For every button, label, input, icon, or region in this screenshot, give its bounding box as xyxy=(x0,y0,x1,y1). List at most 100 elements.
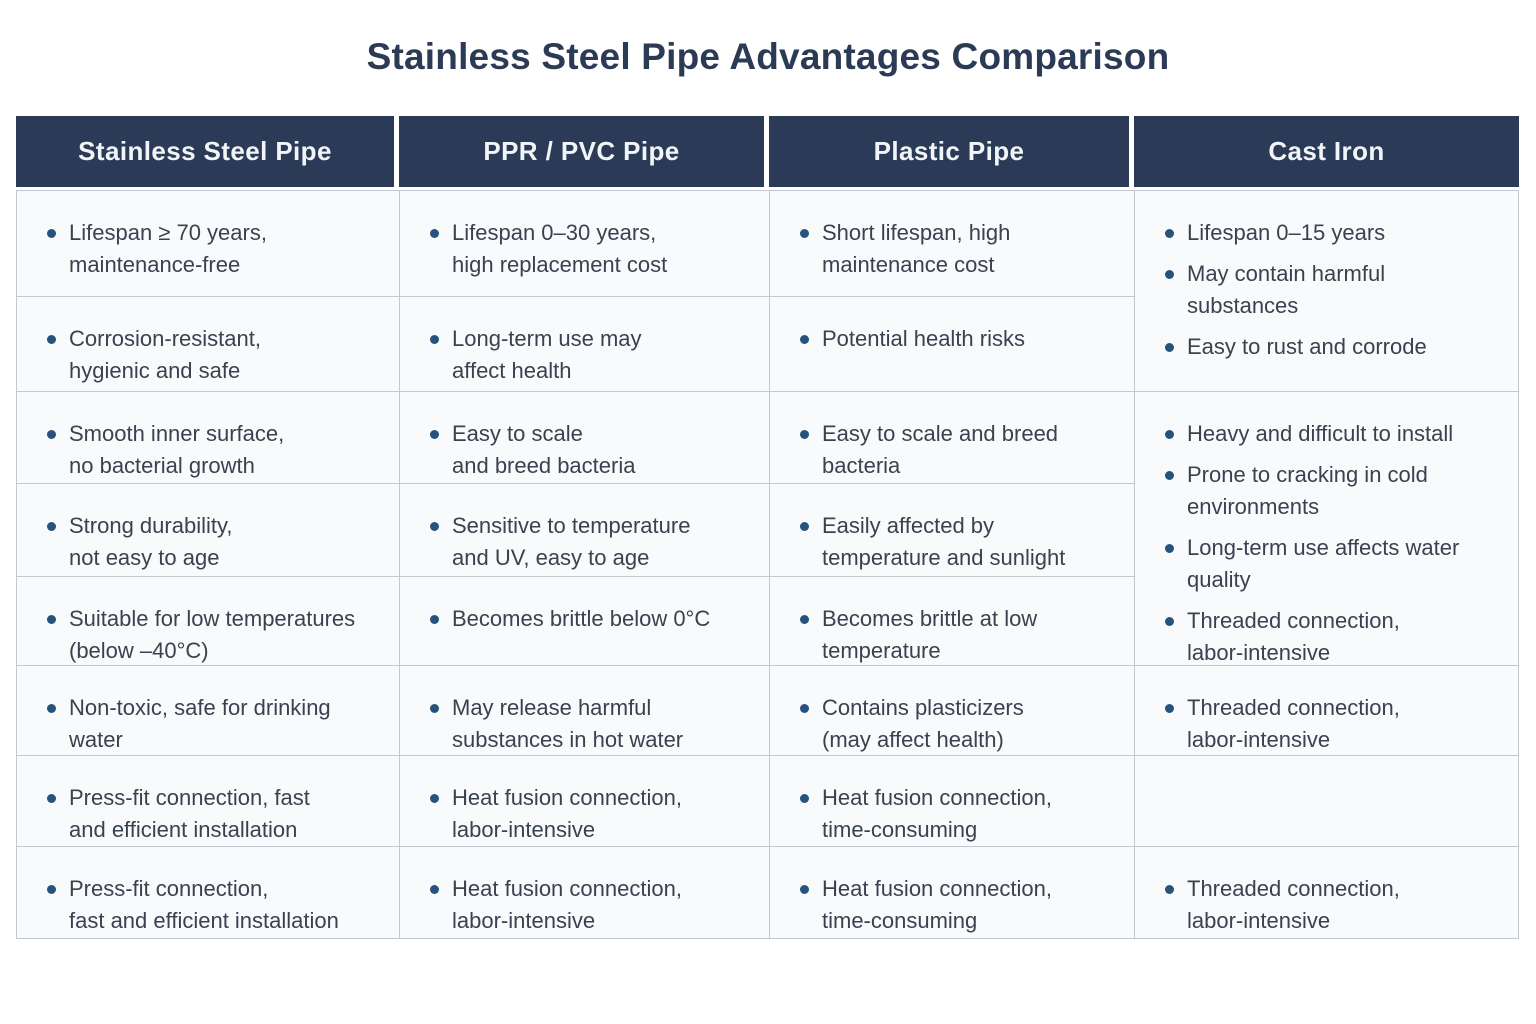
cell-ppr-row8: Heat fusion connection, labor-intensive xyxy=(399,846,769,939)
bullet-item: Press-fit connection, fast and efficient… xyxy=(47,782,391,846)
cell-ppr-row7: Heat fusion connection, labor-intensive xyxy=(399,755,769,846)
bullet-icon xyxy=(430,615,439,624)
bullet-item: Suitable for low temperatures (below –40… xyxy=(47,603,391,667)
bullet-item: Easy to rust and corrode xyxy=(1165,331,1510,363)
bullet-icon xyxy=(430,794,439,803)
bullet-icon xyxy=(47,335,56,344)
bullet-icon xyxy=(800,430,809,439)
cell-text: Prone to cracking in cold environments xyxy=(1187,462,1428,519)
cell-stainless-row6: Non-toxic, safe for drinking water xyxy=(16,665,399,755)
cell-text: Threaded connection, labor-intensive xyxy=(1187,608,1400,665)
cell-text: Threaded connection, labor-intensive xyxy=(1187,695,1400,752)
bullet-icon xyxy=(800,885,809,894)
bullet-icon xyxy=(47,430,56,439)
bullet-icon xyxy=(800,615,809,624)
bullet-item: Heat fusion connection, time-consuming xyxy=(800,782,1126,846)
cell-plastic-row6: Contains plasticizers (may affect health… xyxy=(769,665,1134,755)
bullet-icon xyxy=(1165,229,1174,238)
cell-text: Non-toxic, safe for drinking water xyxy=(69,695,331,752)
cell-text: Heat fusion connection, time-consuming xyxy=(822,785,1052,842)
bullet-icon xyxy=(47,229,56,238)
cell-text: Press-fit connection, fast and efficient… xyxy=(69,876,339,933)
cell-text: Long-term use affects water quality xyxy=(1187,535,1460,592)
column-header-cast-iron: Cast Iron xyxy=(1134,116,1519,187)
cell-plastic-row8: Heat fusion connection, time-consuming xyxy=(769,846,1134,939)
bullet-item: Short lifespan, high maintenance cost xyxy=(800,217,1126,281)
comparison-table: Stainless Steel Pipe PPR / PVC Pipe Plas… xyxy=(16,116,1519,939)
cell-stainless-row5: Suitable for low temperatures (below –40… xyxy=(16,576,399,665)
bullet-item: May contain harmful substances xyxy=(1165,258,1510,322)
cell-castiron-lifespan-group: Lifespan 0–15 years May contain harmful … xyxy=(1134,190,1519,391)
cell-text: Press-fit connection, fast and efficient… xyxy=(69,785,310,842)
bullet-icon xyxy=(430,430,439,439)
bullet-item: Becomes brittle at low temperature xyxy=(800,603,1126,667)
column-header-plastic-pipe: Plastic Pipe xyxy=(769,116,1129,187)
bullet-item: Threaded connection, labor-intensive xyxy=(1165,873,1510,937)
bullet-item: Lifespan ≥ 70 years, maintenance-free xyxy=(47,217,391,281)
cell-text: Lifespan 0–15 years xyxy=(1187,220,1386,245)
bullet-icon xyxy=(430,885,439,894)
cell-castiron-install-group: Heavy and difficult to install Prone to … xyxy=(1134,391,1519,665)
bullet-item: Heat fusion connection, labor-intensive xyxy=(430,782,761,846)
cell-text: Sensitive to temperature and UV, easy to… xyxy=(452,513,691,570)
cell-stainless-row7: Press-fit connection, fast and efficient… xyxy=(16,755,399,846)
page-title: Stainless Steel Pipe Advantages Comparis… xyxy=(366,36,1170,77)
bullet-icon xyxy=(800,794,809,803)
bullet-icon xyxy=(1165,270,1174,279)
bullet-item: Lifespan 0–30 years, high replacement co… xyxy=(430,217,761,281)
bullet-item: Long-term use may affect health xyxy=(430,323,761,387)
bullet-item: Potential health risks xyxy=(800,323,1126,355)
cell-text: Becomes brittle at low temperature xyxy=(822,606,1038,663)
cell-ppr-row1: Lifespan 0–30 years, high replacement co… xyxy=(399,190,769,296)
cell-text: Heavy and difficult to install xyxy=(1187,421,1454,446)
bullet-icon xyxy=(1165,430,1174,439)
cell-stainless-row1: Lifespan ≥ 70 years, maintenance-free xyxy=(16,190,399,296)
bullet-icon xyxy=(1165,544,1174,553)
cell-stainless-row4: Strong durability, not easy to age xyxy=(16,483,399,576)
bullet-icon xyxy=(430,522,439,531)
cell-plastic-row1: Short lifespan, high maintenance cost xyxy=(769,190,1134,296)
cell-ppr-row4: Sensitive to temperature and UV, easy to… xyxy=(399,483,769,576)
cell-stainless-row2: Corrosion-resistant, hygienic and safe xyxy=(16,296,399,391)
cell-text: Corrosion-resistant, hygienic and safe xyxy=(69,326,261,383)
bullet-icon xyxy=(800,335,809,344)
cell-castiron-row7-empty xyxy=(1134,755,1519,846)
cell-text: Potential health risks xyxy=(822,326,1025,351)
bullet-item: Corrosion-resistant, hygienic and safe xyxy=(47,323,391,387)
bullet-item: Easy to scale and breed bacteria xyxy=(800,418,1126,482)
bullet-item: Becomes brittle below 0°C xyxy=(430,603,761,635)
cell-text: Heat fusion connection, labor-intensive xyxy=(452,876,682,933)
bullet-item: Sensitive to temperature and UV, easy to… xyxy=(430,510,761,574)
bullet-icon xyxy=(1165,704,1174,713)
cell-plastic-row5: Becomes brittle at low temperature xyxy=(769,576,1134,665)
cell-castiron-row6: Threaded connection, labor-intensive xyxy=(1134,665,1519,755)
bullet-icon xyxy=(1165,617,1174,626)
bullet-icon xyxy=(1165,343,1174,352)
bullet-item: Smooth inner surface, no bacterial growt… xyxy=(47,418,391,482)
bullet-item: May release harmful substances in hot wa… xyxy=(430,692,761,756)
cell-text: May release harmful substances in hot wa… xyxy=(452,695,684,752)
cell-text: Lifespan 0–30 years, high replacement co… xyxy=(452,220,668,277)
cell-castiron-row8: Threaded connection, labor-intensive xyxy=(1134,846,1519,939)
cell-text: Contains plasticizers (may affect health… xyxy=(822,695,1024,752)
cell-text: May contain harmful substances xyxy=(1187,261,1386,318)
bullet-item: Prone to cracking in cold environments xyxy=(1165,459,1510,523)
cell-plastic-row4: Easily affected by temperature and sunli… xyxy=(769,483,1134,576)
cell-plastic-row2: Potential health risks xyxy=(769,296,1134,391)
bullet-icon xyxy=(1165,471,1174,480)
cell-text: Threaded connection, labor-intensive xyxy=(1187,876,1400,933)
cell-plastic-row3: Easy to scale and breed bacteria xyxy=(769,391,1134,483)
bullet-item: Lifespan 0–15 years xyxy=(1165,217,1510,249)
cell-ppr-row3: Easy to scale and breed bacteria xyxy=(399,391,769,483)
bullet-icon xyxy=(47,522,56,531)
cell-text: Lifespan ≥ 70 years, maintenance-free xyxy=(69,220,267,277)
cell-text: Easy to scale and breed bacteria xyxy=(452,421,636,478)
bullet-icon xyxy=(47,615,56,624)
cell-text: Heat fusion connection, labor-intensive xyxy=(452,785,682,842)
bullet-item: Heat fusion connection, labor-intensive xyxy=(430,873,761,937)
cell-text: Easy to rust and corrode xyxy=(1187,334,1427,359)
bullet-item: Easy to scale and breed bacteria xyxy=(430,418,761,482)
bullet-icon xyxy=(47,794,56,803)
bullet-item: Non-toxic, safe for drinking water xyxy=(47,692,391,756)
bullet-item: Threaded connection, labor-intensive xyxy=(1165,605,1510,669)
